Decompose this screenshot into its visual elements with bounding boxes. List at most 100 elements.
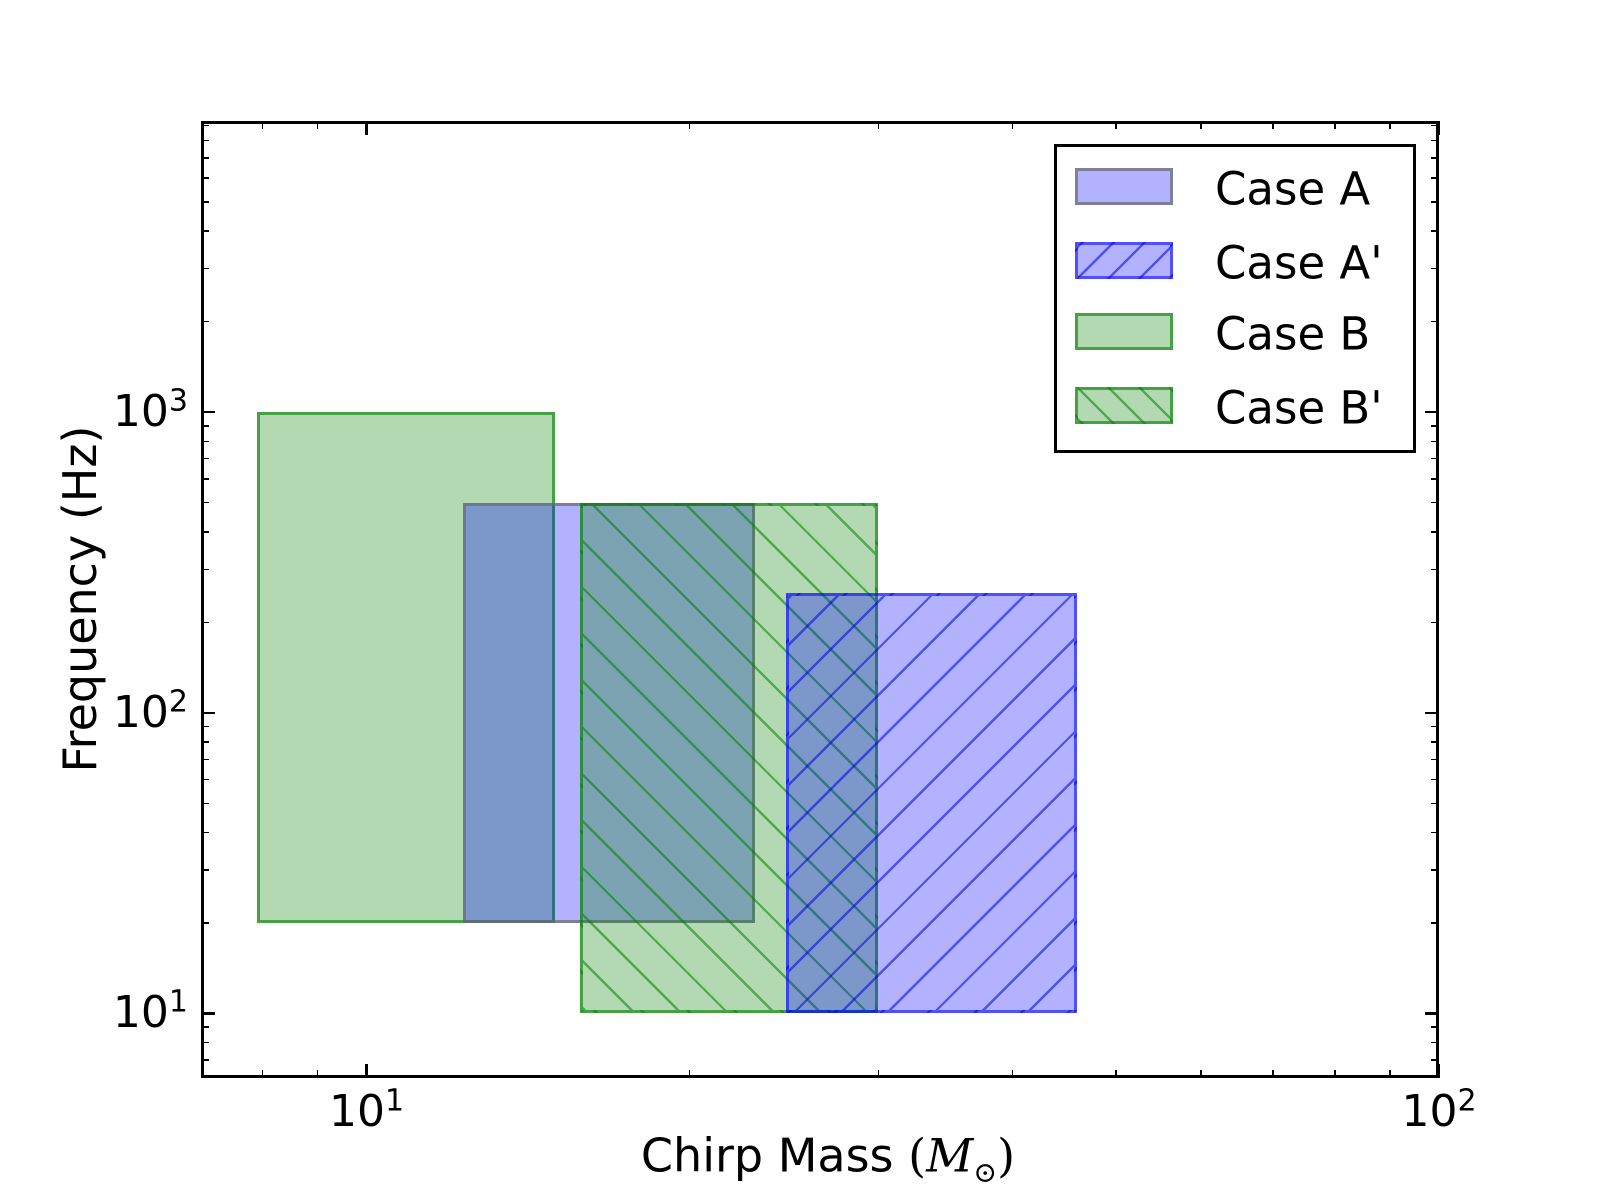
y-tick-label-10e1: 101 (112, 984, 188, 1038)
y-axis-label: Frequency (Hz) (53, 426, 107, 773)
legend-patch-case-b (1075, 313, 1173, 350)
x-minor-tick (1389, 1070, 1391, 1078)
x-minor-tick-top (1011, 121, 1013, 129)
x-minor-tick-top (1272, 121, 1274, 129)
y-minor-tick-right (1431, 831, 1439, 834)
x-minor-tick (688, 1070, 691, 1078)
legend-label-case-b-prime: Case B' (1215, 381, 1383, 435)
y-minor-tick (200, 758, 209, 761)
sun-symbol: ⊙ (973, 1155, 998, 1189)
x-major-tick-top (365, 121, 368, 135)
y-axis-label-text: Frequency (Hz) (53, 425, 107, 773)
legend-label-case-a: Case A (1215, 162, 1371, 216)
y-minor-tick (200, 320, 209, 323)
legend-patch-case-b-prime (1075, 387, 1173, 424)
y-major-tick (200, 711, 215, 715)
y-minor-tick (200, 267, 209, 270)
x-minor-tick-top (1115, 121, 1117, 129)
y-minor-tick-right (1431, 1026, 1439, 1028)
x-minor-tick (1334, 1070, 1336, 1078)
y-major-tick (200, 1012, 215, 1015)
region-case-b (256, 412, 556, 923)
y-minor-tick-right (1431, 230, 1439, 232)
legend: Case A Case A' Case B Case B' (1054, 144, 1416, 453)
y-minor-tick-right (1431, 478, 1439, 480)
y-major-tick-right (1425, 410, 1439, 414)
y-minor-tick-right (1431, 621, 1439, 624)
y-minor-tick (200, 230, 209, 232)
y-minor-tick (200, 922, 209, 924)
y-minor-tick-right (1431, 157, 1439, 159)
y-minor-tick-right (1431, 922, 1439, 924)
y-minor-tick-right (1431, 440, 1439, 443)
x-minor-tick-top (316, 121, 319, 129)
x-minor-tick (1272, 1070, 1274, 1078)
y-minor-tick (200, 778, 209, 781)
y-minor-tick-right (1431, 869, 1439, 871)
y-minor-tick (200, 201, 209, 203)
y-minor-tick-right (1431, 741, 1439, 743)
y-minor-tick (200, 440, 209, 443)
y-minor-tick-right (1431, 1059, 1439, 1061)
plot-area (200, 121, 1441, 1078)
y-minor-tick (200, 1059, 209, 1061)
y-minor-tick (200, 1041, 209, 1044)
y-minor-tick-right (1431, 201, 1439, 203)
x-minor-tick-top (688, 121, 691, 129)
x-axis-label-text: Chirp Mass (640, 1128, 909, 1183)
x-minor-tick (1011, 1070, 1013, 1078)
y-minor-tick-right (1431, 1041, 1439, 1044)
x-minor-tick-top (1389, 121, 1391, 129)
legend-label-case-a-prime: Case A' (1215, 236, 1383, 290)
x-major-tick-top (1437, 121, 1441, 135)
y-minor-tick-right (1431, 778, 1439, 781)
y-minor-tick (200, 831, 209, 834)
y-major-tick-right (1425, 711, 1439, 715)
x-minor-tick (1200, 1070, 1202, 1078)
y-tick-label-10e2: 102 (112, 684, 188, 738)
y-minor-tick (200, 531, 209, 533)
y-minor-tick (200, 157, 209, 159)
x-minor-tick-top (1200, 121, 1202, 129)
y-minor-tick (200, 425, 209, 427)
y-minor-tick-right (1431, 320, 1439, 323)
y-minor-tick (200, 457, 209, 460)
y-minor-tick (200, 501, 209, 504)
y-minor-tick-right (1431, 531, 1439, 533)
y-major-tick (200, 410, 215, 414)
y-minor-tick-right (1431, 124, 1439, 127)
y-minor-tick-right (1431, 139, 1439, 142)
x-major-tick (1437, 1064, 1441, 1078)
x-minor-tick-top (1334, 121, 1336, 129)
y-minor-tick (200, 869, 209, 871)
region-case-a- (785, 593, 1078, 1014)
y-minor-tick (200, 621, 209, 624)
y-minor-tick-right (1431, 758, 1439, 761)
y-minor-tick-right (1431, 457, 1439, 460)
y-minor-tick (200, 177, 209, 179)
legend-patch-case-a (1075, 168, 1173, 205)
legend-patch-case-a-prime (1075, 242, 1173, 279)
x-major-tick (365, 1064, 368, 1078)
y-minor-tick-right (1431, 568, 1439, 571)
x-minor-tick-top (261, 121, 264, 129)
y-minor-tick-right (1431, 802, 1439, 805)
y-minor-tick-right (1431, 725, 1439, 728)
x-minor-tick (316, 1070, 319, 1078)
y-minor-tick (200, 124, 209, 127)
x-tick-label-10e2: 102 (1401, 1083, 1477, 1137)
y-tick-label-10e3: 103 (112, 383, 188, 437)
y-minor-tick (200, 139, 209, 142)
y-minor-tick (200, 568, 209, 571)
legend-label-case-b: Case B (1215, 307, 1371, 361)
y-minor-tick (200, 1026, 209, 1028)
x-minor-tick-top (877, 121, 880, 129)
y-minor-tick (200, 478, 209, 480)
y-minor-tick-right (1431, 267, 1439, 270)
x-axis-label: Chirp Mass (M⊙) (641, 1133, 1015, 1188)
x-minor-tick (261, 1070, 264, 1078)
y-minor-tick (200, 725, 209, 728)
x-axis-label-math: (M⊙) (908, 1128, 1016, 1189)
y-minor-tick (200, 802, 209, 805)
